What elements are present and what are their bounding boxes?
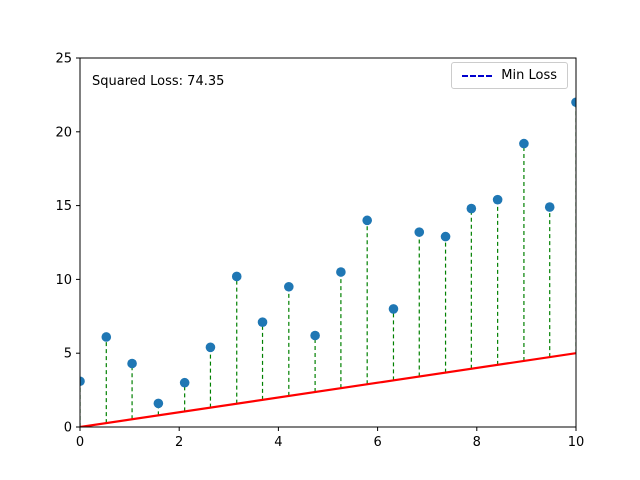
x-tick-label: 6 — [373, 435, 381, 450]
scatter-point — [205, 342, 216, 353]
plot-area — [80, 97, 576, 427]
x-tick-label: 2 — [175, 435, 183, 450]
y-tick-label: 0 — [64, 421, 72, 436]
x-tick-label: 0 — [76, 435, 84, 450]
scatter-point — [101, 332, 112, 342]
x-tick-label: 10 — [568, 435, 585, 450]
fit-line — [80, 352, 576, 427]
squared-loss-annotation: Squared Loss: 74.35 — [92, 74, 225, 89]
scatter-point — [492, 194, 503, 205]
scatter-point — [231, 271, 242, 282]
scatter-point — [153, 398, 164, 409]
scatter-point — [80, 376, 85, 387]
scatter-point — [336, 267, 346, 277]
y-tick-label: 20 — [55, 125, 72, 140]
y-tick-label: 5 — [64, 347, 72, 362]
scatter-point — [310, 330, 320, 341]
scatter-point — [466, 203, 477, 214]
axes-border — [79, 57, 577, 428]
y-tick-label: 25 — [55, 52, 72, 67]
scatter-point — [414, 227, 425, 237]
scatter-point — [127, 358, 137, 369]
legend-box: Min Loss — [451, 62, 568, 89]
scatter-point — [284, 281, 294, 292]
scatter-point — [571, 97, 576, 108]
scatter-point — [440, 231, 451, 242]
scatter-point — [362, 215, 372, 226]
y-tick-label: 15 — [55, 199, 72, 214]
scatter-point — [519, 138, 529, 149]
y-tick-label: 10 — [55, 273, 72, 288]
scatter-point — [388, 304, 399, 314]
legend-min-loss-line-icon — [462, 74, 493, 77]
scatter-point — [544, 202, 555, 212]
legend-min-loss-label: Min Loss — [501, 68, 557, 83]
scatter-point — [179, 377, 190, 388]
x-tick-label: 8 — [473, 435, 481, 450]
scatter-point — [257, 317, 268, 328]
x-tick-label: 4 — [274, 435, 282, 450]
